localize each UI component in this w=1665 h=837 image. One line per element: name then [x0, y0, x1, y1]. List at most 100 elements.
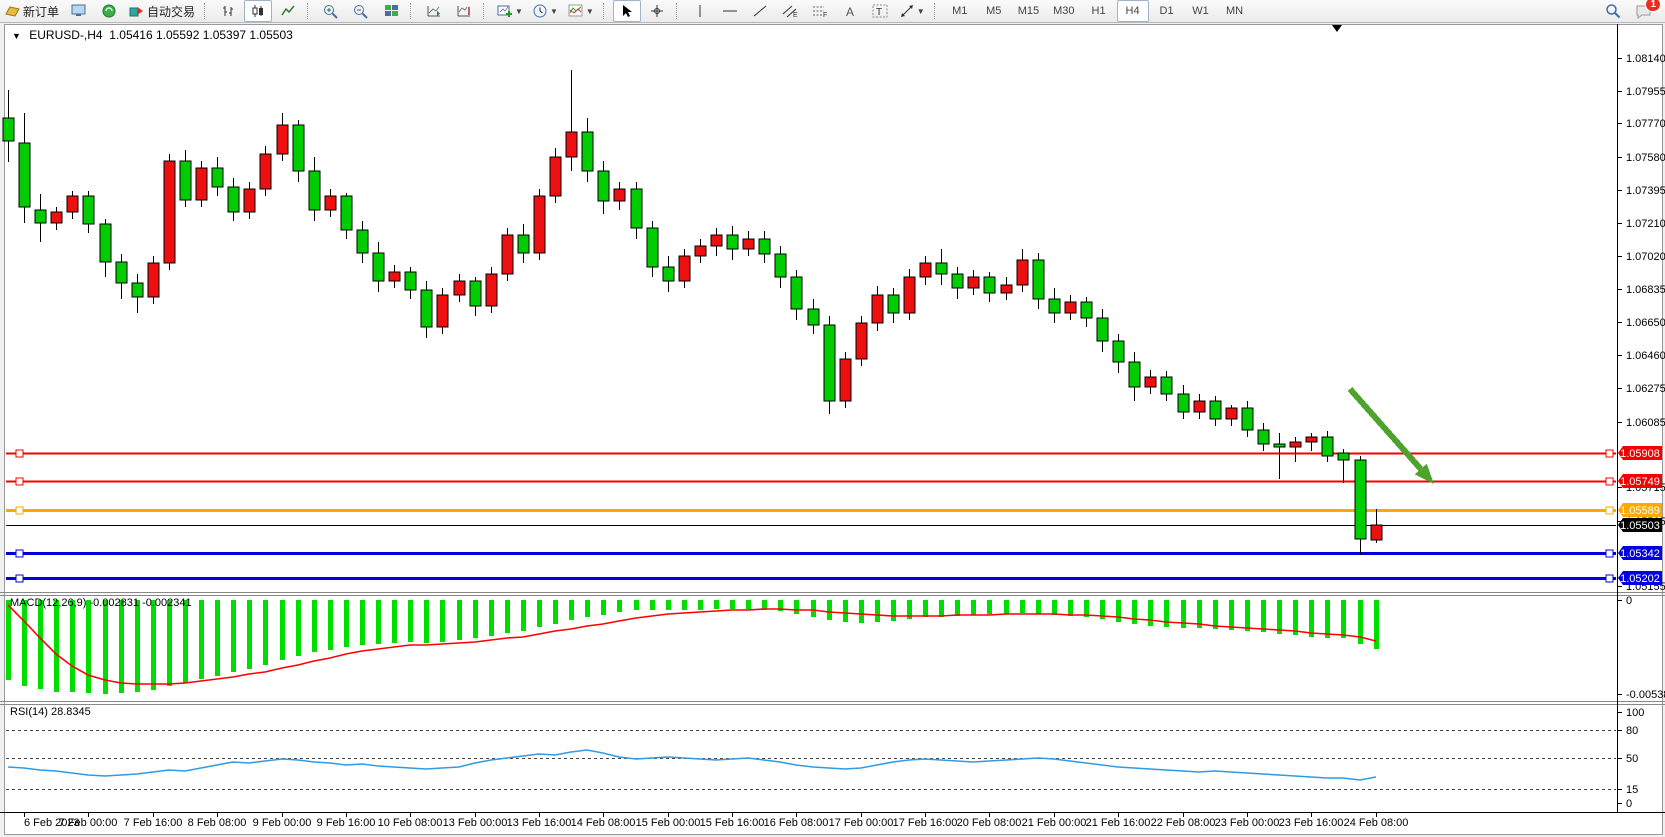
price-line-1.05589[interactable]: [6, 506, 1616, 515]
macd-bar: [70, 600, 75, 692]
cursor-button[interactable]: [612, 0, 641, 22]
candle-down: [1112, 340, 1125, 363]
timeframe-d1-button[interactable]: D1: [1159, 5, 1174, 17]
text-icon: A: [846, 5, 854, 18]
text-label-button[interactable]: T: [866, 0, 894, 22]
candle-up: [163, 160, 176, 264]
line-anchor[interactable]: [15, 477, 24, 486]
macd-bar: [1116, 600, 1121, 622]
macd-bar: [457, 600, 462, 640]
new-chart-button[interactable]: ▼: [493, 0, 527, 22]
line-anchor[interactable]: [15, 574, 24, 583]
line-anchor[interactable]: [15, 506, 24, 515]
line-anchor[interactable]: [1605, 574, 1614, 583]
timeframe-m15-button[interactable]: M15: [1017, 5, 1040, 17]
line-chart-button[interactable]: [274, 0, 302, 22]
candle-up: [710, 234, 723, 247]
svg-text:21 Feb 00:00: 21 Feb 00:00: [1022, 817, 1087, 829]
line-anchor[interactable]: [1605, 549, 1614, 558]
signals-button[interactable]: [95, 0, 123, 22]
line-anchor[interactable]: [15, 549, 24, 558]
macd-bar: [634, 600, 639, 610]
price-line-1.05908[interactable]: [6, 449, 1616, 458]
candle-up: [533, 195, 546, 254]
svg-text:1.07020: 1.07020: [1626, 251, 1665, 263]
macd-bar: [424, 600, 429, 643]
timeframe-m30-button[interactable]: M30: [1053, 5, 1075, 17]
market-watch-button[interactable]: [65, 0, 93, 22]
macd-bar: [1068, 600, 1073, 616]
svg-text:T: T: [876, 7, 882, 18]
trendline-button[interactable]: [746, 0, 774, 22]
macd-bar: [1164, 600, 1169, 627]
candle-down: [1048, 298, 1061, 314]
price-line-1.05749[interactable]: [6, 477, 1616, 486]
svg-text:50: 50: [1626, 753, 1638, 765]
zoom-in-button[interactable]: [317, 0, 345, 22]
price-line-1.05342[interactable]: [6, 549, 1616, 558]
candle-down: [227, 186, 240, 213]
annotation-arrow[interactable]: [1347, 387, 1434, 484]
fibonacci-button[interactable]: F: [806, 0, 834, 22]
search-button[interactable]: [1599, 0, 1627, 22]
macd-bar: [891, 600, 896, 621]
autotrading-icon: [129, 6, 144, 16]
autotrading-button[interactable]: 自动交易: [125, 0, 199, 22]
arrows-button[interactable]: ▼: [896, 0, 929, 22]
timeframe-h4-button[interactable]: H4: [1116, 0, 1149, 22]
svg-text:13 Feb 16:00: 13 Feb 16:00: [507, 817, 572, 829]
price-lines[interactable]: [6, 449, 1616, 583]
autoscroll-button[interactable]: [420, 0, 448, 22]
rsi-line: [7, 749, 1377, 781]
main-toolbar: 新订单 自动交易 ▼ ▼ ▼: [0, 0, 1665, 23]
candle-up: [613, 188, 626, 202]
price-line-1.05202[interactable]: [6, 574, 1616, 583]
timeframe-mn-button[interactable]: MN: [1225, 5, 1244, 17]
tile-windows-button[interactable]: [377, 0, 405, 22]
timeframe-m1-button[interactable]: M1: [952, 5, 968, 17]
notifications-button[interactable]: 1: [1629, 0, 1661, 22]
line-anchor[interactable]: [1605, 449, 1614, 458]
macd-bar: [1181, 600, 1186, 628]
timeframe-m5-button[interactable]: M5: [986, 5, 1002, 17]
candle-down: [774, 253, 787, 278]
svg-text:-0.005384: -0.005384: [1626, 689, 1665, 701]
macd-bar: [183, 600, 188, 683]
svg-text:10 Feb 08:00: 10 Feb 08:00: [378, 817, 443, 829]
line-anchor[interactable]: [15, 449, 24, 458]
svg-text:22 Feb 08:00: 22 Feb 08:00: [1151, 817, 1216, 829]
line-anchor[interactable]: [1605, 506, 1614, 515]
line-anchor[interactable]: [1605, 477, 1614, 486]
horizontal-line-button[interactable]: [716, 0, 744, 22]
macd-bar: [408, 600, 413, 642]
channel-button[interactable]: E: [776, 0, 804, 22]
macd-bar: [907, 600, 912, 619]
cursor-icon: [622, 5, 632, 17]
new-order-icon: [5, 5, 20, 17]
collapse-triangle-icon[interactable]: ▼: [12, 31, 21, 41]
macd-bar: [22, 600, 27, 686]
timeframe-w1-button[interactable]: W1: [1192, 5, 1209, 17]
svg-text:1.05749: 1.05749: [1620, 476, 1660, 488]
text-button[interactable]: A: [836, 0, 864, 22]
crosshair-button[interactable]: [643, 0, 671, 22]
candle-down: [726, 234, 739, 250]
new-order-button[interactable]: 新订单: [1, 0, 63, 22]
chevron-down-icon: ▼: [585, 6, 594, 16]
timeframe-h1-button[interactable]: H1: [1091, 5, 1106, 17]
new-order-label: 新订单: [23, 4, 60, 19]
candle-down: [790, 276, 803, 310]
zoom-in-icon: [324, 4, 338, 19]
chart-shift-button[interactable]: [450, 0, 478, 22]
zoom-out-button[interactable]: [347, 0, 375, 22]
candle-up: [259, 153, 272, 190]
candlestick-chart-button[interactable]: [244, 0, 273, 22]
macd-bar: [971, 600, 976, 615]
signal-orb-icon: [102, 4, 116, 17]
bar-chart-button[interactable]: [214, 0, 242, 22]
indicators-button[interactable]: ▼: [564, 0, 598, 22]
vertical-line-button[interactable]: [686, 0, 714, 22]
periods-button[interactable]: ▼: [529, 0, 562, 22]
